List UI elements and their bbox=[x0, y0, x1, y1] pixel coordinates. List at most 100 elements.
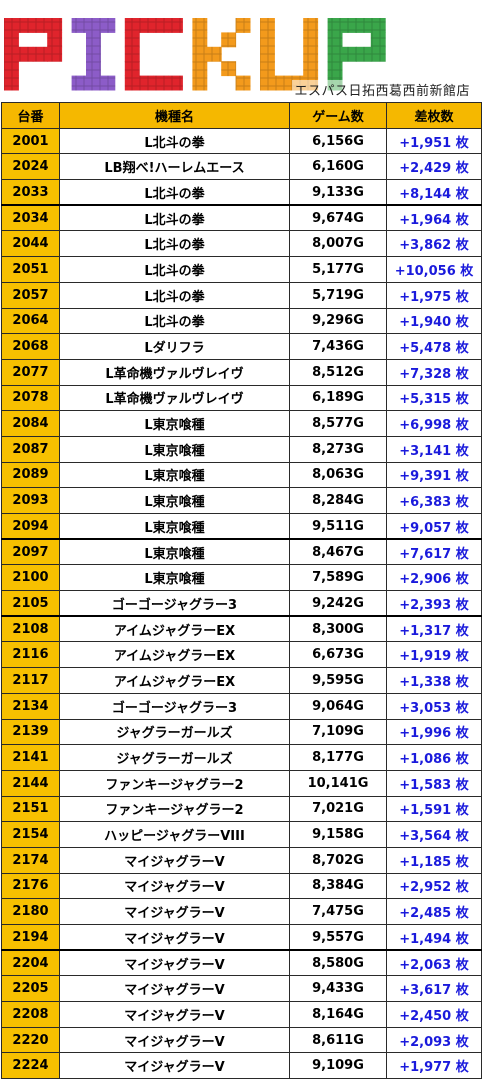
store-name: エスパス日拓西葛西前新館店 bbox=[292, 80, 472, 99]
diff-cell: +1,185 枚 bbox=[386, 846, 482, 874]
games-cell: 8,300G bbox=[289, 615, 387, 643]
machine-name-cell: ゴーゴージャグラー3 bbox=[59, 590, 290, 617]
machine-no-cell: 2068 bbox=[1, 333, 60, 360]
table-row: 2139 ジャグラーガールズ 7,109G +1,996 枚 bbox=[1, 718, 482, 746]
machine-name-cell: マイジャグラーV bbox=[59, 975, 290, 1003]
games-cell: 9,242G bbox=[289, 590, 387, 617]
table-row: 2093 L東京喰種 8,284G +6,383 枚 bbox=[1, 487, 482, 514]
machine-no-cell: 2105 bbox=[1, 590, 60, 617]
machine-name-cell: アイムジャグラーEX bbox=[59, 641, 290, 669]
table-row: 2051 L北斗の拳 5,177G +10,056 枚 bbox=[1, 256, 482, 283]
diff-cell: +1,977 枚 bbox=[386, 1052, 482, 1080]
diff-cell: +9,057 枚 bbox=[386, 513, 482, 540]
table-row: 2024 LB翔べ!ハーレムエース 6,160G +2,429 枚 bbox=[1, 153, 482, 181]
machine-no-cell: 2151 bbox=[1, 795, 60, 823]
table-row: 2154 ハッピージャグラーVIII 9,158G +3,564 枚 bbox=[1, 821, 482, 848]
diff-cell: +2,429 枚 bbox=[386, 153, 482, 181]
machine-no-cell: 2051 bbox=[1, 256, 60, 283]
table-row: 2044 L北斗の拳 8,007G +3,862 枚 bbox=[1, 230, 482, 258]
diff-cell: +8,144 枚 bbox=[386, 179, 482, 206]
machine-name-cell: マイジャグラーV bbox=[59, 1026, 290, 1054]
diff-cell: +1,591 枚 bbox=[386, 795, 482, 823]
diff-cell: +2,952 枚 bbox=[386, 872, 482, 900]
machine-name-cell: ファンキージャグラー2 bbox=[59, 795, 290, 823]
header-games: ゲーム数 bbox=[289, 102, 387, 129]
machine-name-cell: L北斗の拳 bbox=[59, 281, 290, 309]
machine-no-cell: 2064 bbox=[1, 307, 60, 335]
diff-cell: +1,338 枚 bbox=[386, 667, 482, 694]
machine-no-cell: 2044 bbox=[1, 230, 60, 258]
table-row: 2134 ゴーゴージャグラー3 9,064G +3,053 枚 bbox=[1, 692, 482, 720]
machine-no-cell: 2093 bbox=[1, 487, 60, 514]
table-row: 2208 マイジャグラーV 8,164G +2,450 枚 bbox=[1, 1001, 482, 1028]
machine-name-cell: L北斗の拳 bbox=[59, 127, 290, 155]
machine-name-cell: L革命機ヴァルヴレイヴ bbox=[59, 384, 290, 412]
logo-letter-p bbox=[4, 18, 63, 91]
table-row: 2033 L北斗の拳 9,133G +8,144 枚 bbox=[1, 179, 482, 206]
table-row: 2108 アイムジャグラーEX 8,300G +1,317 枚 bbox=[1, 615, 482, 643]
diff-cell: +2,393 枚 bbox=[386, 590, 482, 617]
games-cell: 8,702G bbox=[289, 846, 387, 874]
diff-cell: +1,583 枚 bbox=[386, 769, 482, 797]
games-cell: 5,719G bbox=[289, 281, 387, 309]
table-row: 2078 L革命機ヴァルヴレイヴ 6,189G +5,315 枚 bbox=[1, 384, 482, 412]
diff-cell: +3,053 枚 bbox=[386, 692, 482, 720]
table-row: 2144 ファンキージャグラー2 10,141G +1,583 枚 bbox=[1, 769, 482, 797]
games-cell: 8,512G bbox=[289, 358, 387, 386]
games-cell: 6,156G bbox=[289, 127, 387, 155]
table-row: 2151 ファンキージャグラー2 7,021G +1,591 枚 bbox=[1, 795, 482, 823]
diff-cell: +9,391 枚 bbox=[386, 461, 482, 489]
machine-name-cell: L北斗の拳 bbox=[59, 256, 290, 283]
games-cell: 7,109G bbox=[289, 718, 387, 746]
table-row: 2116 アイムジャグラーEX 6,673G +1,919 枚 bbox=[1, 641, 482, 669]
machine-name-cell: L東京喰種 bbox=[59, 461, 290, 489]
machine-no-cell: 2100 bbox=[1, 564, 60, 592]
games-cell: 7,589G bbox=[289, 564, 387, 592]
machine-name-cell: ジャグラーガールズ bbox=[59, 718, 290, 746]
machine-no-cell: 2057 bbox=[1, 281, 60, 309]
machine-name-cell: ファンキージャグラー2 bbox=[59, 769, 290, 797]
table-row: 2034 L北斗の拳 9,674G +1,964 枚 bbox=[1, 204, 482, 232]
machine-name-cell: マイジャグラーV bbox=[59, 872, 290, 900]
logo-letter-i bbox=[71, 18, 116, 91]
diff-cell: +10,056 枚 bbox=[386, 256, 482, 283]
machine-no-cell: 2116 bbox=[1, 641, 60, 669]
header-diff: 差枚数 bbox=[386, 102, 482, 129]
table-row: 2174 マイジャグラーV 8,702G +1,185 枚 bbox=[1, 846, 482, 874]
games-cell: 9,158G bbox=[289, 821, 387, 848]
games-cell: 5,177G bbox=[289, 256, 387, 283]
games-cell: 9,433G bbox=[289, 975, 387, 1003]
games-cell: 7,021G bbox=[289, 795, 387, 823]
machine-name-cell: L東京喰種 bbox=[59, 513, 290, 540]
machine-name-cell: マイジャグラーV bbox=[59, 1052, 290, 1080]
machine-no-cell: 2139 bbox=[1, 718, 60, 746]
games-cell: 6,160G bbox=[289, 153, 387, 181]
machine-no-cell: 2204 bbox=[1, 949, 60, 977]
machine-no-cell: 2033 bbox=[1, 179, 60, 206]
games-cell: 8,007G bbox=[289, 230, 387, 258]
header-machine-name: 機種名 bbox=[59, 102, 290, 129]
games-cell: 8,467G bbox=[289, 538, 387, 566]
table-row: 2001 L北斗の拳 6,156G +1,951 枚 bbox=[1, 127, 482, 155]
diff-cell: +1,996 枚 bbox=[386, 718, 482, 746]
table-row: 2064 L北斗の拳 9,296G +1,940 枚 bbox=[1, 307, 482, 335]
diff-cell: +2,906 枚 bbox=[386, 564, 482, 592]
diff-cell: +1,494 枚 bbox=[386, 924, 482, 951]
table-row: 2057 L北斗の拳 5,719G +1,975 枚 bbox=[1, 281, 482, 309]
machine-name-cell: マイジャグラーV bbox=[59, 898, 290, 925]
machine-no-cell: 2220 bbox=[1, 1026, 60, 1054]
machine-name-cell: ハッピージャグラーVIII bbox=[59, 821, 290, 848]
table-row: 2224 マイジャグラーV 9,109G +1,977 枚 bbox=[1, 1052, 482, 1080]
diff-cell: +3,564 枚 bbox=[386, 821, 482, 848]
machine-name-cell: ジャグラーガールズ bbox=[59, 744, 290, 771]
table-row: 2176 マイジャグラーV 8,384G +2,952 枚 bbox=[1, 872, 482, 900]
logo-letter-c bbox=[124, 18, 183, 91]
games-cell: 7,436G bbox=[289, 333, 387, 360]
machine-no-cell: 2077 bbox=[1, 358, 60, 386]
diff-cell: +3,141 枚 bbox=[386, 435, 482, 463]
table-row: 2089 L東京喰種 8,063G +9,391 枚 bbox=[1, 461, 482, 489]
machine-name-cell: アイムジャグラーEX bbox=[59, 667, 290, 694]
header-machine-no: 台番 bbox=[1, 102, 60, 129]
machine-name-cell: マイジャグラーV bbox=[59, 949, 290, 977]
table-row: 2084 L東京喰種 8,577G +6,998 枚 bbox=[1, 410, 482, 437]
